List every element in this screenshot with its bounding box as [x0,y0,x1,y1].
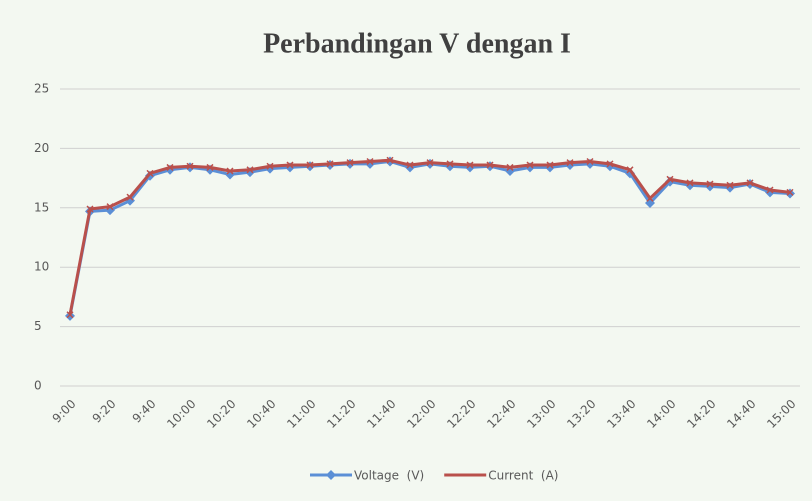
marker [766,186,774,194]
marker [726,181,734,189]
marker [266,162,274,170]
legend-label: Voltage (V) [354,469,424,483]
marker [106,203,114,211]
marker [786,188,794,196]
marker [646,194,654,202]
marker [566,159,574,167]
y-tick-label: 25 [34,82,49,96]
marker [746,179,754,187]
marker [686,179,694,187]
marker [706,180,714,188]
marker [166,163,174,171]
marker [586,157,594,165]
marker [126,193,134,201]
marker [326,160,334,168]
marker [226,167,234,175]
marker [606,160,614,168]
marker [286,161,294,169]
legend-label: Current (A) [488,469,558,483]
marker [206,163,214,171]
y-tick-label: 15 [34,200,49,214]
marker [506,163,514,171]
marker [446,160,454,168]
legend-marker [326,470,336,480]
marker [366,157,374,165]
y-tick-label: 5 [34,319,42,333]
marker [626,166,634,174]
marker [546,161,554,169]
y-tick-label: 20 [34,141,49,155]
marker [386,156,394,164]
marker [246,166,254,174]
marker [486,161,494,169]
marker [86,205,94,213]
marker [406,161,414,169]
y-tick-label: 10 [34,260,49,274]
marker [466,161,474,169]
y-tick-label: 0 [34,379,42,393]
marker [146,169,154,177]
marker [346,159,354,167]
marker [666,175,674,183]
marker [426,159,434,167]
marker [526,161,534,169]
marker [65,310,75,321]
marker [66,311,74,319]
chart-title: Perbandingan V dengan I [263,28,571,59]
marker [306,161,314,169]
marker [186,162,194,170]
